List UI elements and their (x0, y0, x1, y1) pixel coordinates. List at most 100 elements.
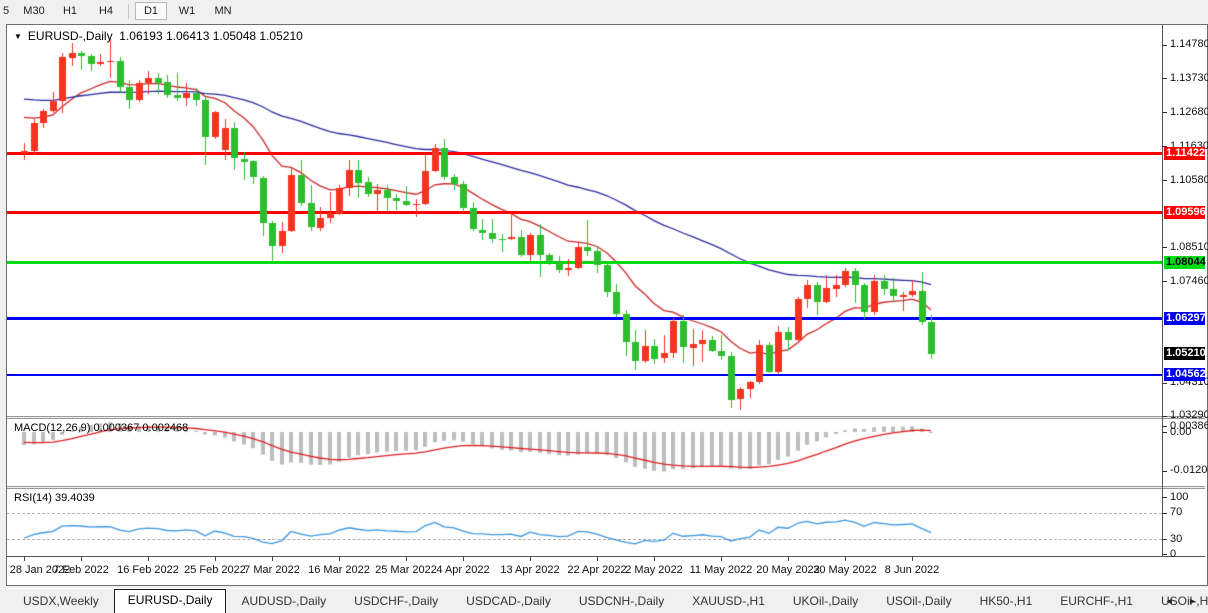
axis-tick-mark (1162, 416, 1167, 417)
axis-tick-mark (1162, 497, 1167, 498)
timeframe-button-h4[interactable]: H4 (98, 5, 114, 17)
axis-tick-mark (1162, 78, 1167, 79)
date-tick-mark (654, 557, 655, 561)
rsi-indicator-label: RSI(14) 39.4039 (14, 492, 95, 504)
tab-eurusd-daily[interactable]: EURUSD-,Daily (113, 589, 227, 613)
tab-audusd-daily[interactable]: AUDUSD-,Daily (241, 594, 327, 608)
tab-hk50-h1[interactable]: HK50-,H1 (979, 594, 1033, 608)
timeframe-button-5[interactable]: 5 (2, 5, 10, 17)
chart-symbol-label: EURUSD-,Daily (27, 29, 113, 43)
date-label: 20 May 2022 (756, 564, 820, 576)
price-axis-label: 1.07460 (1170, 274, 1208, 287)
axis-tick-mark (1162, 432, 1167, 433)
chart-ohlc-quotes: 1.06193 1.06413 1.05048 1.05210 (119, 29, 303, 43)
rsi-canvas[interactable] (7, 489, 1162, 556)
rsi-axis-label: 30 (1170, 532, 1183, 545)
tab-usdchf-daily[interactable]: USDCHF-,Daily (354, 594, 439, 608)
date-tick-mark (721, 557, 722, 561)
timeframe-button-w1[interactable]: W1 (178, 5, 196, 17)
date-tick-mark (788, 557, 789, 561)
axis-tick-mark (1162, 180, 1167, 181)
price-axis-divider (1162, 25, 1163, 556)
date-label: 4 Apr 2022 (436, 564, 490, 576)
price-axis-label: 1.13730 (1170, 71, 1208, 84)
macd-canvas[interactable] (7, 419, 1162, 486)
date-label: 25 Feb 2022 (184, 564, 246, 576)
date-label: 28 Jan 2022 (9, 564, 71, 576)
date-label: 16 Feb 2022 (117, 564, 179, 576)
tab-eurchf-h1[interactable]: EURCHF-,H1 (1060, 594, 1133, 608)
axis-tick-mark (1162, 247, 1167, 248)
axis-tick-mark (1162, 112, 1167, 113)
toolbar-separator (128, 3, 129, 19)
tab-ukoil-daily[interactable]: UKOil-,Daily (792, 594, 859, 608)
rsi-axis-label: 70 (1170, 506, 1183, 519)
macd-pane[interactable] (7, 419, 1205, 486)
tab-usdcad-daily[interactable]: USDCAD-,Daily (466, 594, 551, 608)
date-tick-mark (406, 557, 407, 561)
tab-usdx-weekly[interactable]: USDX,Weekly (23, 594, 99, 608)
date-label: 30 May 2022 (813, 564, 877, 576)
price-axis-label: 1.08510 (1170, 240, 1208, 253)
price-axis-label: 1.14780 (1170, 38, 1208, 50)
chart-area[interactable]: ▼ EURUSD-,Daily 1.06193 1.06413 1.05048 1… (7, 25, 1208, 583)
rsi-pane[interactable] (7, 489, 1205, 556)
timeframe-button-h1[interactable]: H1 (62, 5, 78, 17)
timeframe-button-mn[interactable]: MN (214, 5, 232, 17)
axis-tick-mark (1162, 539, 1167, 540)
date-tick-mark (24, 557, 25, 561)
axis-tick-mark (1162, 471, 1167, 472)
timeframe-toolbar[interactable]: 5 M30 H1 H4 D1 W1 MN (0, 0, 1208, 22)
macd-axis-label: 0.00 (1170, 425, 1192, 438)
tab-usdcnh-daily[interactable]: USDCNH-,Daily (578, 594, 665, 608)
date-tick-mark (148, 557, 149, 561)
date-tick-mark (463, 557, 464, 561)
axis-tick-mark (1162, 45, 1167, 46)
tab-xauusd-h1[interactable]: XAUUSD-,H1 (692, 594, 765, 608)
date-tick-mark (339, 557, 340, 561)
chart-title: ▼ EURUSD-,Daily 1.06193 1.06413 1.05048 1… (14, 29, 303, 43)
main-price-pane[interactable] (7, 25, 1205, 416)
timeframe-button-d1[interactable]: D1 (135, 2, 167, 20)
tab-scroll-arrows[interactable]: ◄ ► (1164, 596, 1203, 606)
price-axis-label: 1.10580 (1170, 173, 1208, 186)
chart-window: ▼ EURUSD-,Daily 1.06193 1.06413 1.05048 1… (6, 24, 1208, 586)
tab-usoil-h4[interactable]: USOil-,H4 (1160, 594, 1208, 608)
date-tick-mark (845, 557, 846, 561)
rsi-axis-label: 0 (1170, 547, 1177, 560)
price-axis-label: 1.03290 (1170, 409, 1208, 422)
date-tick-mark (530, 557, 531, 561)
date-label: 8 Jun 2022 (884, 564, 940, 576)
date-label: 7 Mar 2022 (244, 564, 300, 576)
chevron-down-icon[interactable]: ▼ (14, 32, 22, 41)
current-price-tag: 1.05210 (1164, 347, 1206, 361)
price-tag-1.08044: 1.08044 (1164, 255, 1206, 269)
macd-axis-label: -0.01208 (1170, 464, 1208, 477)
date-tick-mark (912, 557, 913, 561)
timeframe-button-m30[interactable]: M30 (23, 5, 45, 17)
axis-tick-mark (1162, 554, 1167, 555)
price-tag-1.09596: 1.09596 (1164, 205, 1206, 219)
date-label: 25 Mar 2022 (375, 564, 437, 576)
date-label: 11 May 2022 (689, 564, 753, 576)
axis-tick-mark (1162, 383, 1167, 384)
date-label: 13 Apr 2022 (500, 564, 560, 576)
bottom-tab-bar: USDX,Weekly EURUSD-,Daily AUDUSD-,Daily USD… (0, 588, 1208, 613)
date-label: 16 Mar 2022 (308, 564, 370, 576)
date-tick-mark (272, 557, 273, 561)
pane-separator[interactable] (7, 416, 1205, 419)
price-tag-1.11422: 1.11422 (1164, 146, 1206, 160)
date-label: 22 Apr 2022 (567, 564, 627, 576)
price-chart-canvas[interactable] (7, 25, 1162, 416)
price-axis-label: 1.12680 (1170, 105, 1208, 118)
rsi-axis-label: 100 (1170, 490, 1189, 503)
tab-usoil-daily[interactable]: USOil-,Daily (886, 594, 952, 608)
macd-indicator-label: MACD(12,26,9) 0.000367 0.002468 (14, 422, 189, 434)
axis-tick-mark (1162, 281, 1167, 282)
date-label: 2 May 2022 (625, 564, 683, 576)
axis-tick-mark (1162, 513, 1167, 514)
axis-tick-mark (1162, 426, 1167, 427)
pane-separator[interactable] (7, 486, 1205, 489)
date-label: 7 Feb 2022 (53, 564, 109, 576)
